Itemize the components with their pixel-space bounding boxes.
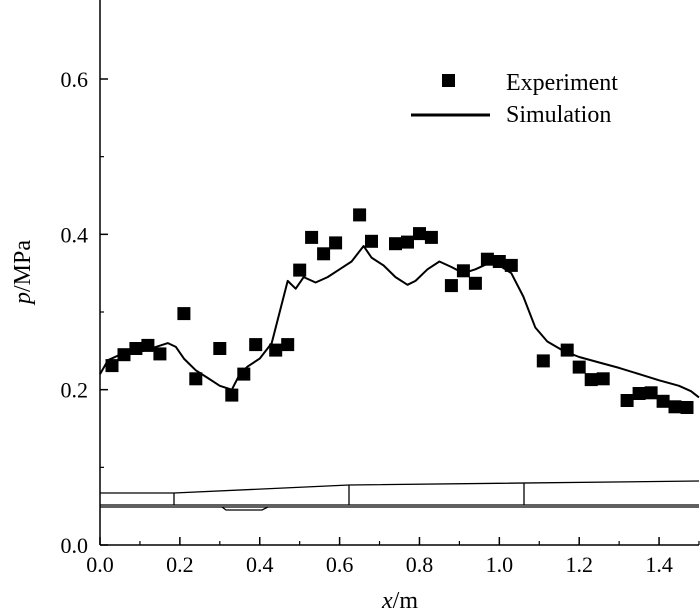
experiment-point	[656, 394, 670, 408]
experiment-point	[644, 386, 658, 400]
x-tick-label: 0.6	[326, 552, 354, 577]
experiment-point	[177, 307, 191, 321]
y-tick-label: 0.2	[61, 378, 89, 403]
experiment-point	[293, 263, 307, 277]
experiment-point	[141, 338, 155, 352]
experiment-point	[389, 237, 402, 251]
experiment-point	[365, 234, 378, 248]
experiment-point	[225, 388, 239, 402]
experiment-point	[189, 372, 203, 386]
experiment-point	[620, 394, 634, 407]
x-tick-label: 0.2	[166, 552, 194, 577]
experiment-point	[668, 400, 682, 414]
channel-schematic	[100, 480, 700, 511]
experiment-series	[105, 208, 694, 414]
legend-experiment-marker	[442, 74, 455, 87]
experiment-point	[504, 258, 518, 272]
experiment-point	[317, 247, 331, 261]
y-axis-label: p/MPa	[10, 240, 36, 306]
experiment-point	[596, 372, 610, 386]
x-tick-label: 0.8	[406, 552, 434, 577]
experiment-point	[632, 387, 646, 400]
x-tick-label: 1.0	[486, 552, 514, 577]
experiment-point	[153, 347, 167, 361]
experiment-point	[456, 264, 470, 278]
y-tick-label: 0.0	[61, 533, 89, 558]
experiment-point	[213, 342, 227, 355]
y-tick-label: 0.6	[61, 67, 89, 92]
x-axis-label: x/m	[381, 588, 418, 614]
x-ticks: 0.0 0.2 0.4 0.6 0.8 1.0 1.2 1.4	[86, 537, 700, 577]
experiment-point	[329, 236, 343, 250]
experiment-point	[281, 338, 295, 352]
legend: Experiment Simulation	[411, 70, 618, 128]
experiment-point	[492, 255, 506, 268]
simulation-line	[99, 245, 700, 399]
x-tick-label: 1.4	[645, 552, 673, 577]
experiment-point	[572, 360, 586, 374]
legend-experiment-label: Experiment	[506, 70, 618, 96]
experiment-point	[117, 348, 131, 362]
x-tick-label: 0.0	[86, 552, 114, 577]
experiment-point	[536, 354, 550, 368]
experiment-point	[269, 343, 283, 357]
experiment-point	[680, 401, 694, 414]
plot-axes	[99, 0, 699, 546]
channel-top-line	[100, 480, 700, 494]
experiment-point	[444, 279, 458, 293]
experiment-point	[129, 342, 143, 355]
experiment-point	[468, 276, 482, 290]
legend-simulation-label: Simulation	[506, 102, 611, 128]
simulation-series	[99, 245, 700, 399]
experiment-point	[249, 338, 263, 352]
experiment-point	[584, 373, 598, 387]
x-tick-label: 0.4	[246, 552, 274, 577]
experiment-point	[305, 230, 319, 244]
y-ticks: 0.0 0.2 0.4 0.6	[61, 67, 108, 558]
experiment-point	[560, 343, 574, 357]
experiment-point	[413, 227, 426, 241]
experiment-point	[237, 367, 251, 381]
experiment-point	[105, 359, 119, 373]
experiment-point	[401, 235, 414, 249]
experiment-point	[424, 230, 438, 244]
y-tick-label: 0.4	[61, 222, 89, 247]
x-tick-label: 1.2	[565, 552, 593, 577]
channel-dip-line	[221, 506, 269, 511]
experiment-point	[353, 208, 367, 222]
experiment-point	[480, 252, 494, 266]
